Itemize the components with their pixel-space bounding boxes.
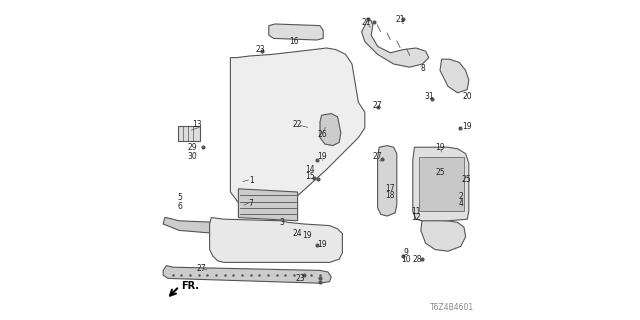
Text: 3: 3 — [279, 218, 284, 227]
Text: 19: 19 — [435, 143, 445, 152]
Polygon shape — [440, 59, 468, 93]
Polygon shape — [210, 218, 342, 262]
Text: 17: 17 — [385, 184, 396, 193]
Text: 19: 19 — [317, 152, 327, 161]
Polygon shape — [320, 114, 340, 146]
Text: 11: 11 — [412, 207, 420, 216]
Text: 20: 20 — [462, 92, 472, 100]
Text: 9: 9 — [403, 248, 408, 257]
Text: 23: 23 — [296, 274, 306, 283]
Text: 18: 18 — [386, 191, 395, 200]
Text: 27: 27 — [372, 101, 383, 110]
Text: 25: 25 — [435, 168, 445, 177]
Text: 1: 1 — [249, 176, 253, 185]
Text: 2: 2 — [458, 192, 463, 201]
Text: 19: 19 — [462, 122, 472, 131]
Text: 6: 6 — [177, 202, 182, 211]
FancyBboxPatch shape — [178, 126, 200, 141]
Text: 21: 21 — [362, 18, 371, 27]
Polygon shape — [378, 146, 397, 216]
Text: 28: 28 — [413, 255, 422, 264]
Text: 21: 21 — [396, 15, 404, 24]
Text: 14: 14 — [305, 165, 315, 174]
Polygon shape — [419, 157, 464, 211]
Text: 24: 24 — [292, 229, 303, 238]
Polygon shape — [163, 218, 230, 234]
Text: 25: 25 — [461, 175, 471, 184]
Polygon shape — [421, 218, 466, 251]
Text: 27: 27 — [372, 152, 383, 161]
Text: 19: 19 — [302, 231, 312, 240]
Text: 15: 15 — [305, 172, 315, 180]
Polygon shape — [269, 24, 323, 40]
Text: 12: 12 — [412, 213, 420, 222]
Text: 8: 8 — [420, 64, 425, 73]
Text: 23: 23 — [256, 45, 266, 54]
Text: 27: 27 — [196, 264, 207, 273]
Text: 5: 5 — [177, 193, 182, 202]
Polygon shape — [362, 19, 429, 67]
Text: 16: 16 — [289, 37, 300, 46]
Polygon shape — [239, 189, 298, 221]
Text: 13: 13 — [192, 120, 202, 129]
Text: FR.: FR. — [181, 281, 199, 292]
Text: T6Z4B4601: T6Z4B4601 — [429, 303, 474, 312]
Polygon shape — [163, 266, 332, 283]
Polygon shape — [413, 147, 468, 221]
Text: 29: 29 — [187, 143, 197, 152]
Text: 30: 30 — [187, 152, 197, 161]
Text: 10: 10 — [401, 255, 411, 264]
Text: 19: 19 — [317, 240, 327, 249]
Polygon shape — [230, 48, 365, 213]
Text: 31: 31 — [424, 92, 435, 100]
Text: 22: 22 — [293, 120, 302, 129]
Text: 7: 7 — [249, 199, 253, 208]
Text: 26: 26 — [317, 130, 327, 139]
Text: 4: 4 — [458, 199, 463, 208]
